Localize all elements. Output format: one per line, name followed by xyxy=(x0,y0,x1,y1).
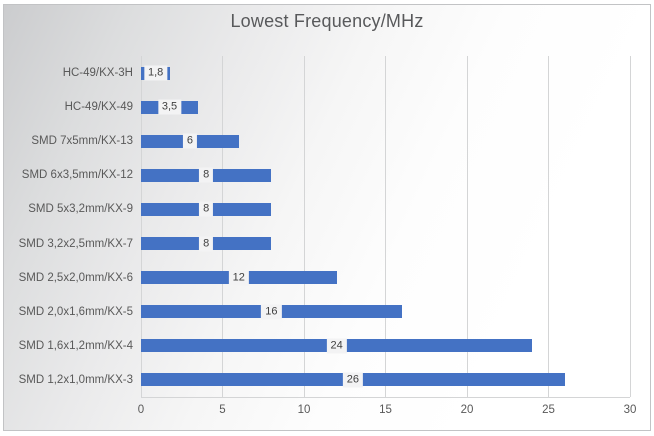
x-tick-label: 25 xyxy=(542,404,555,416)
category-label: SMD 7x5mm/KX-13 xyxy=(31,135,133,148)
x-tick-label: 15 xyxy=(379,404,392,416)
gridline-x-0 xyxy=(140,56,142,397)
category-label: SMD 2,5x2,0mm/KX-6 xyxy=(18,271,133,284)
category-label: SMD 3,2x2,5mm/KX-7 xyxy=(18,237,133,250)
bar-value-label: 1,8 xyxy=(144,65,168,81)
gridline-x-20 xyxy=(466,56,468,397)
category-label: SMD 1,2x1,0mm/KX-3 xyxy=(18,373,133,386)
gridline-x-10 xyxy=(303,56,305,397)
chart-title: Lowest Frequency/MHz xyxy=(230,11,424,31)
chart-frame xyxy=(3,4,651,431)
gridline-x-25 xyxy=(548,56,549,397)
bar-value-label: 8 xyxy=(199,201,214,217)
x-axis-line xyxy=(141,397,630,398)
category-label: HC-49/KX-3H xyxy=(62,67,133,80)
category-label: SMD 5x3,2mm/KX-9 xyxy=(28,203,133,216)
bar-value-label: 6 xyxy=(182,133,197,149)
x-tick-label: 5 xyxy=(219,404,226,416)
bar-value-label: 8 xyxy=(199,236,214,252)
bar-value-label: 26 xyxy=(342,372,364,388)
x-tick-label: 10 xyxy=(297,404,311,416)
gridline-x-30 xyxy=(629,56,631,397)
plot-area: 1,8 3,5 6 8 8 8 12 16 24 26 xyxy=(140,56,631,398)
category-label: HC-49/KX-49 xyxy=(64,101,133,114)
bar-value-label: 3,5 xyxy=(157,99,182,115)
gridline-x-15 xyxy=(385,56,386,397)
bar-value-label: 24 xyxy=(326,338,347,354)
x-tick-label: 20 xyxy=(460,404,474,416)
category-label: SMD 6x3,5mm/KX-12 xyxy=(21,169,133,182)
bar-value-label: 16 xyxy=(261,304,282,320)
x-axis-tick-labels: 0 5 10 15 20 25 30 xyxy=(0,403,654,419)
category-label: SMD 2,0x1,6mm/KX-5 xyxy=(18,305,133,318)
bar-value-label: 8 xyxy=(199,167,214,183)
bar-value-label: 12 xyxy=(228,270,249,286)
gridline-x-5 xyxy=(222,56,223,397)
category-axis: HC-49/KX-3H HC-49/KX-49 SMD 7x5mm/KX-13 SMD… xyxy=(0,56,133,397)
x-tick-label: 0 xyxy=(137,404,145,416)
category-label: SMD 1,6x1,2mm/KX-4 xyxy=(18,339,133,352)
x-tick-label: 30 xyxy=(623,404,637,416)
